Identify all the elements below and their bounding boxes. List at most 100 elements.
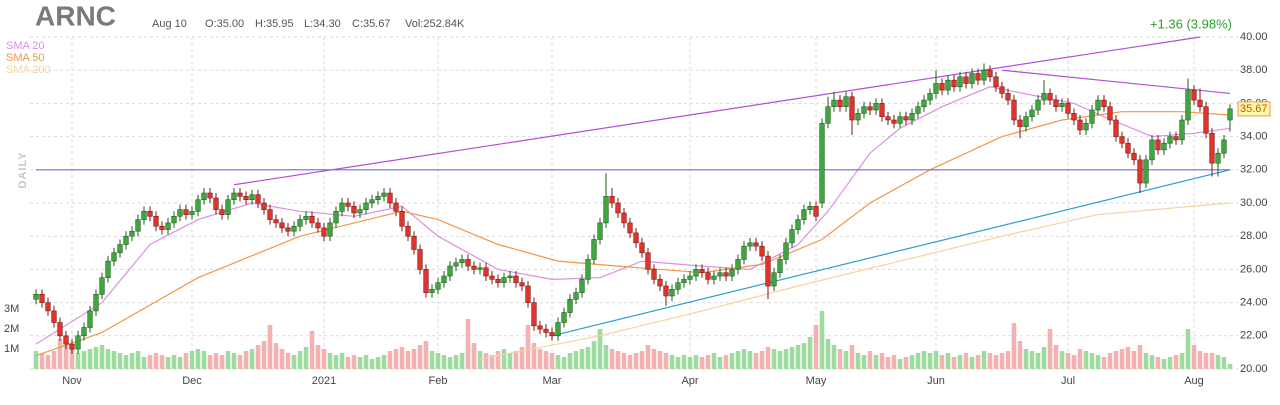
ticker: ARNC <box>35 0 116 31</box>
candle-body <box>1227 108 1233 121</box>
candle-body <box>1095 99 1101 111</box>
candle-body <box>333 211 339 224</box>
volume-bar <box>747 351 753 369</box>
candle-body <box>831 99 837 108</box>
candle-body <box>519 282 525 287</box>
candle-body <box>1029 109 1035 117</box>
volume-bar <box>675 357 681 369</box>
candle-body <box>69 343 75 350</box>
candle-body <box>855 113 861 121</box>
legend-entry: SMA 200 <box>6 64 51 76</box>
volume-bar <box>33 351 39 369</box>
volume-bar <box>717 357 723 369</box>
candle-body <box>399 211 405 227</box>
candle-body <box>411 235 417 250</box>
candle-body <box>1173 136 1179 141</box>
volume-bar <box>411 349 417 369</box>
candle-body <box>1113 119 1119 137</box>
volume-bar <box>45 355 51 369</box>
candle-body <box>393 202 399 212</box>
candle-body <box>735 259 741 270</box>
volume-bar <box>1023 349 1029 369</box>
volume-bar <box>1161 359 1167 369</box>
candle-body <box>897 116 903 124</box>
volume-bar <box>69 349 75 369</box>
candle-body <box>315 222 321 229</box>
candle-body <box>531 302 537 327</box>
volume-bar <box>645 345 651 369</box>
candle-body <box>699 269 705 274</box>
candle-body <box>1077 119 1083 131</box>
candle-body <box>891 119 897 124</box>
candle-body <box>951 79 957 88</box>
candle-body <box>975 73 981 81</box>
candle-body <box>879 103 885 117</box>
candle-body <box>357 209 363 214</box>
volume-bar <box>105 349 111 369</box>
volume-bar <box>699 357 705 369</box>
volume-bar <box>441 355 447 369</box>
volume-bar <box>135 351 141 369</box>
candle-body <box>147 211 153 217</box>
y-tick-label: 32.00 <box>1240 164 1268 176</box>
candle-body <box>369 199 375 204</box>
volume-bar <box>801 343 807 369</box>
candle-body <box>1059 103 1065 108</box>
volume-bar <box>543 351 549 369</box>
header-low: L:34.30 <box>304 18 341 30</box>
legend-entry: SMA 20 <box>6 40 45 52</box>
candle-body <box>285 227 291 232</box>
volume-bar <box>921 351 927 369</box>
candle-body <box>909 113 915 121</box>
volume-bar <box>495 351 501 369</box>
volume-bar <box>219 355 225 369</box>
volume-bar <box>573 351 579 369</box>
volume-bar <box>285 353 291 369</box>
candle-body <box>273 219 279 224</box>
candle-body <box>339 202 345 212</box>
volume-bar <box>267 325 273 369</box>
volume-bar <box>429 351 435 369</box>
candle-body <box>957 76 963 88</box>
candle-body <box>1107 106 1113 121</box>
volume-bar <box>315 345 321 369</box>
candle-body <box>75 335 81 350</box>
volume-bar <box>1095 355 1101 369</box>
candle-body <box>1149 139 1155 161</box>
volume-bar <box>399 347 405 369</box>
candle-body <box>495 279 501 283</box>
volume-bar <box>537 349 543 369</box>
candle-body <box>471 265 477 270</box>
volume-bar <box>633 353 639 369</box>
candle-body <box>615 202 621 214</box>
candle-body <box>681 279 687 283</box>
candle-body <box>987 69 993 78</box>
volume-bar <box>927 353 933 369</box>
volume-bar <box>1179 353 1185 369</box>
change: +1.36 (3.98%) <box>1150 16 1232 31</box>
candle-body <box>573 292 579 300</box>
volume-bar <box>129 353 135 369</box>
candle-body <box>195 199 201 212</box>
volume-bar <box>909 355 915 369</box>
volume-bar <box>873 355 879 369</box>
x-tick-label: Feb <box>429 375 448 387</box>
candle-body <box>1137 159 1143 184</box>
candle-body <box>51 310 57 323</box>
volume-bar <box>1053 345 1059 369</box>
candle-body <box>741 245 747 260</box>
candle-body <box>795 219 801 230</box>
candle-body <box>105 260 111 279</box>
volume-bar <box>915 353 921 369</box>
candle-body <box>585 259 591 280</box>
candle-body <box>813 206 819 217</box>
candle-body <box>303 215 309 220</box>
volume-bar <box>1221 357 1227 369</box>
candle-body <box>1161 142 1167 151</box>
volume-bar <box>891 355 897 369</box>
legend-entry: SMA 50 <box>6 52 45 64</box>
candle-body <box>459 259 465 264</box>
volume-bar <box>957 355 963 369</box>
volume-bar <box>855 353 861 369</box>
volume-bar <box>177 357 183 369</box>
